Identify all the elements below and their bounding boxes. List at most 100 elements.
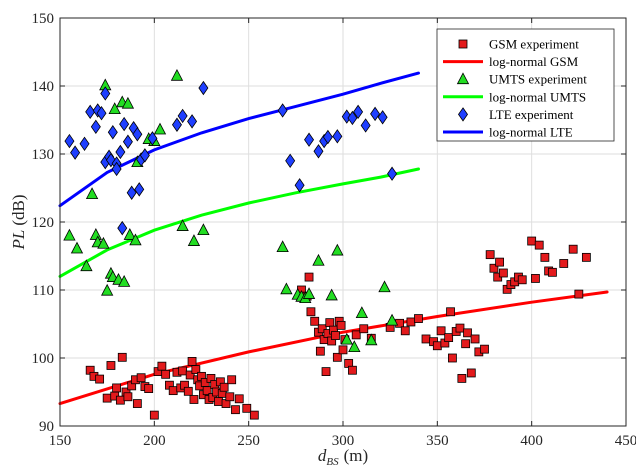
gsm-experiment-point — [191, 365, 201, 374]
lte-experiment-point — [171, 117, 182, 132]
gsm-experiment-point — [144, 384, 154, 394]
x-tick-label: 250 — [237, 433, 260, 449]
x-axis-label-unit: (m) — [344, 446, 369, 465]
x-axis-label: dBS (m) — [318, 446, 368, 468]
umts-experiment-point — [312, 253, 325, 266]
lte-experiment-point — [360, 118, 371, 133]
y-tick-label: 120 — [32, 215, 55, 231]
gsm-experiment-point — [400, 326, 410, 336]
legend: GSM experiment log-normal GSM UMTS experim… — [436, 28, 615, 142]
gsm-experiment-point — [168, 386, 178, 396]
gsm-experiment-point — [115, 395, 125, 405]
x-tick-label: 350 — [426, 433, 449, 449]
lte-experiment-point — [147, 131, 158, 146]
gsm-experiment-point — [102, 393, 112, 403]
umts-experiment-point — [117, 274, 131, 287]
umts-experiment-point — [121, 96, 135, 109]
gsm-experiment-point — [457, 373, 467, 383]
gsm-experiment-point — [304, 272, 314, 282]
y-tick-label: 150 — [32, 11, 55, 27]
legend-items: GSM experiment log-normal GSM UMTS experim… — [443, 37, 587, 140]
legend-gsm-experiment-label: GSM experiment — [489, 37, 579, 52]
gsm-experiment-point — [249, 410, 259, 420]
gsm-experiment-point — [548, 267, 557, 277]
gsm-experiment-point — [336, 320, 346, 330]
lte-experiment-point — [90, 119, 101, 135]
umts-experiment-point — [385, 313, 399, 326]
lte-experiment-point — [322, 129, 333, 145]
lte-experiment-point — [64, 133, 75, 149]
gsm-experiment-point — [498, 268, 508, 278]
gsm-experiment-point — [331, 331, 340, 340]
gsm-experiment-point — [470, 334, 480, 344]
lte-experiment-point — [126, 185, 137, 200]
legend-umts-experiment-swatch — [456, 72, 470, 85]
gsm-experiment-point — [117, 352, 127, 362]
gsm-experiment-point — [489, 263, 499, 273]
lte-experiment-point — [347, 110, 358, 126]
gsm-experiment-point — [444, 333, 454, 343]
umts-experiment-point — [187, 234, 201, 246]
gsm-experiment-point — [414, 314, 423, 323]
lte-experiment-point — [177, 108, 188, 124]
umts-experiment-point — [101, 283, 114, 296]
legend-gsm-experiment-swatch — [458, 39, 468, 49]
umts-experiment-point — [302, 287, 316, 299]
gsm-experiment-point — [485, 250, 495, 260]
lte-experiment-point — [332, 129, 343, 144]
umts-experiment-point — [97, 236, 110, 249]
x-axis-label-sub: BS — [326, 456, 339, 468]
lte-experiment-point — [115, 144, 126, 160]
umts-experiment-point — [108, 102, 121, 115]
gsm-experiment-point — [183, 386, 193, 396]
y-axis-label-unit: (dB) — [9, 194, 28, 225]
gsm-experiment-point — [463, 328, 472, 338]
legend-lte-experiment-label: LTE experiment — [489, 107, 574, 122]
gsm-experiment-point — [112, 383, 121, 393]
gsm-experiment-point — [202, 386, 212, 396]
gsm-experiment-point — [338, 345, 348, 355]
gsm-experiment-point — [242, 403, 252, 413]
gsm-experiment-point — [461, 339, 471, 349]
umts-experiment-point — [331, 243, 344, 256]
gsm-experiment-point — [421, 334, 431, 344]
gsm-experiment-point — [123, 392, 133, 402]
axis-ticks — [59, 17, 627, 427]
umts-experiment-point — [325, 288, 338, 301]
gsm-experiment-point — [306, 307, 316, 317]
umts-experiment-point — [355, 306, 369, 319]
gsm-experiment-point — [149, 410, 159, 420]
umts-experiment-point — [170, 68, 184, 81]
umts-experiment-point — [70, 241, 84, 254]
gsm-experiment-point — [448, 353, 457, 363]
gsm-experiment-point — [466, 368, 476, 378]
umts-experiment-point — [123, 228, 136, 240]
gsm-experiment-point — [317, 324, 327, 334]
umts-experiment-point — [340, 332, 353, 345]
gsm-experiment-point — [351, 330, 361, 340]
umts-experiment-point — [348, 340, 361, 353]
gsm-experiment-point — [455, 323, 465, 333]
gsm-experiment-point — [178, 366, 188, 376]
gsm-experiment-point — [225, 392, 235, 402]
lte-experiment-point — [387, 166, 398, 181]
gsm-experiment-point — [106, 361, 116, 370]
gsm-experiment-point — [534, 240, 544, 250]
y-tick-label: 130 — [32, 147, 55, 163]
lte-experiment-point — [119, 116, 130, 132]
umts-experiment-point — [153, 122, 167, 135]
gsm-experiment-point — [136, 373, 146, 383]
x-tick-label: 400 — [520, 433, 543, 449]
gsm-experiment-point — [527, 236, 537, 246]
gsm-experiment-point — [359, 324, 369, 334]
gsm-experiment-point — [315, 346, 325, 356]
gsm-experiment-point — [581, 252, 591, 262]
gsm-experiment-point — [321, 367, 331, 377]
lte-experiment-point — [85, 104, 96, 120]
gsm-experiment-point — [480, 344, 489, 354]
legend-log-normal-umts-label: log-normal UMTS — [489, 89, 586, 104]
umts-experiment-point — [85, 187, 99, 200]
gsm-experiment-point — [189, 395, 199, 404]
x-axis-label-main: d — [318, 446, 327, 465]
gsm-experiment-point — [161, 369, 171, 379]
